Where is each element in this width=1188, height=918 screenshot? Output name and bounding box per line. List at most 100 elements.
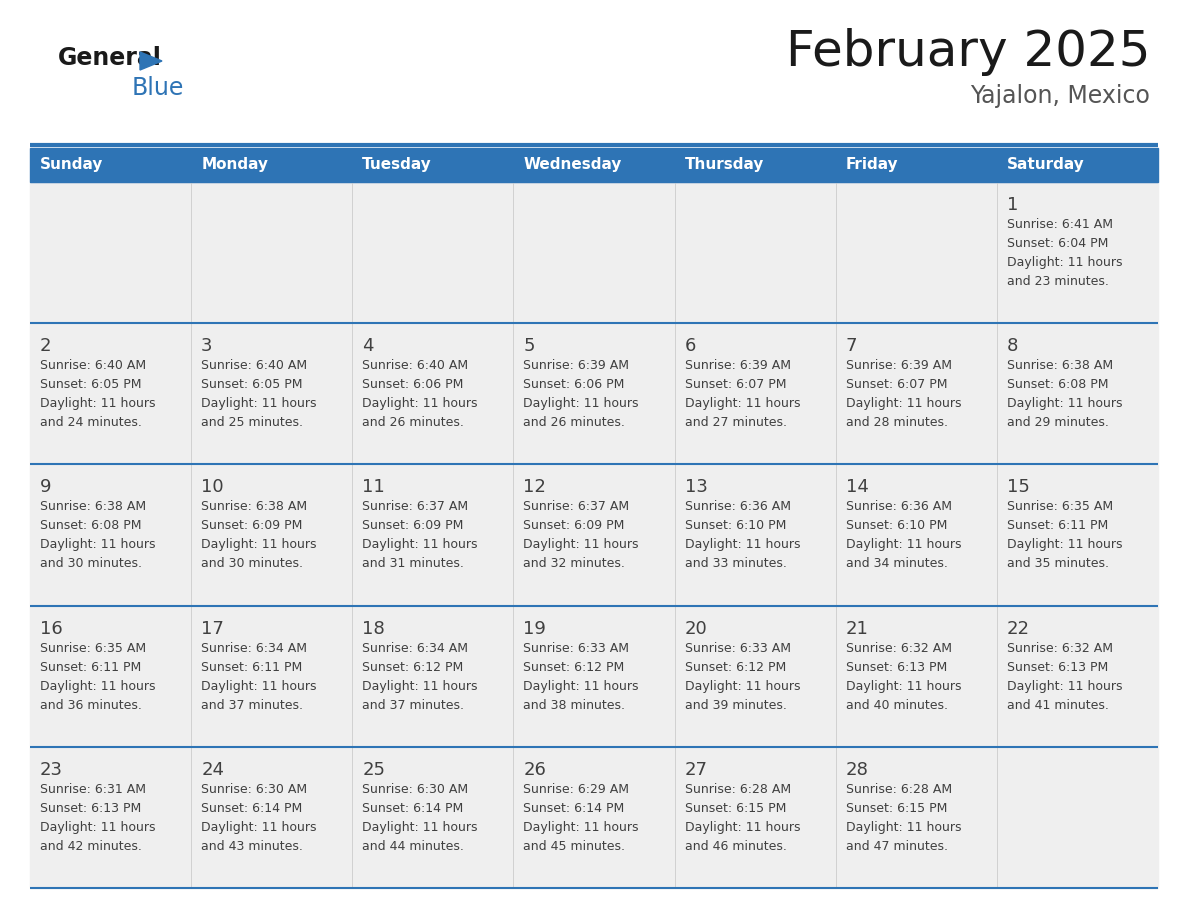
Text: 3: 3 xyxy=(201,337,213,355)
Text: Sunrise: 6:31 AM: Sunrise: 6:31 AM xyxy=(40,783,146,796)
Text: Daylight: 11 hours: Daylight: 11 hours xyxy=(201,679,317,692)
Text: Sunrise: 6:33 AM: Sunrise: 6:33 AM xyxy=(524,642,630,655)
Text: Sunset: 6:05 PM: Sunset: 6:05 PM xyxy=(40,378,141,391)
Text: 25: 25 xyxy=(362,761,385,778)
Text: Saturday: Saturday xyxy=(1007,158,1085,173)
Text: Sunset: 6:12 PM: Sunset: 6:12 PM xyxy=(684,661,785,674)
Text: and 41 minutes.: and 41 minutes. xyxy=(1007,699,1108,711)
Text: Sunrise: 6:32 AM: Sunrise: 6:32 AM xyxy=(1007,642,1113,655)
Bar xyxy=(30,606,1158,747)
Text: Sunset: 6:09 PM: Sunset: 6:09 PM xyxy=(524,520,625,532)
Text: and 47 minutes.: and 47 minutes. xyxy=(846,840,948,853)
Text: Sunrise: 6:39 AM: Sunrise: 6:39 AM xyxy=(684,359,790,372)
Text: 19: 19 xyxy=(524,620,546,638)
Text: 17: 17 xyxy=(201,620,225,638)
Text: Daylight: 11 hours: Daylight: 11 hours xyxy=(524,397,639,410)
Text: Daylight: 11 hours: Daylight: 11 hours xyxy=(524,538,639,552)
Text: Sunset: 6:14 PM: Sunset: 6:14 PM xyxy=(362,801,463,815)
Text: 2: 2 xyxy=(40,337,51,355)
Text: and 46 minutes.: and 46 minutes. xyxy=(684,840,786,853)
Text: and 23 minutes.: and 23 minutes. xyxy=(1007,275,1108,288)
Text: Sunset: 6:13 PM: Sunset: 6:13 PM xyxy=(1007,661,1108,674)
Text: General: General xyxy=(58,46,162,70)
Text: 27: 27 xyxy=(684,761,708,778)
Text: Sunrise: 6:30 AM: Sunrise: 6:30 AM xyxy=(201,783,308,796)
Text: Daylight: 11 hours: Daylight: 11 hours xyxy=(201,821,317,834)
Text: and 37 minutes.: and 37 minutes. xyxy=(362,699,465,711)
Text: Sunrise: 6:30 AM: Sunrise: 6:30 AM xyxy=(362,783,468,796)
Text: Sunrise: 6:29 AM: Sunrise: 6:29 AM xyxy=(524,783,630,796)
Text: and 31 minutes.: and 31 minutes. xyxy=(362,557,465,570)
Text: 9: 9 xyxy=(40,478,51,497)
Text: Daylight: 11 hours: Daylight: 11 hours xyxy=(846,821,961,834)
Text: 24: 24 xyxy=(201,761,225,778)
Text: Daylight: 11 hours: Daylight: 11 hours xyxy=(684,538,800,552)
Text: 28: 28 xyxy=(846,761,868,778)
Text: and 43 minutes.: and 43 minutes. xyxy=(201,840,303,853)
Text: and 30 minutes.: and 30 minutes. xyxy=(201,557,303,570)
Text: Sunday: Sunday xyxy=(40,158,103,173)
Text: Sunset: 6:15 PM: Sunset: 6:15 PM xyxy=(846,801,947,815)
Text: 18: 18 xyxy=(362,620,385,638)
Text: February 2025: February 2025 xyxy=(785,28,1150,76)
Text: 4: 4 xyxy=(362,337,374,355)
Text: Sunset: 6:11 PM: Sunset: 6:11 PM xyxy=(40,661,141,674)
Text: Daylight: 11 hours: Daylight: 11 hours xyxy=(362,821,478,834)
Text: Sunrise: 6:40 AM: Sunrise: 6:40 AM xyxy=(362,359,468,372)
Text: Daylight: 11 hours: Daylight: 11 hours xyxy=(1007,679,1123,692)
Text: and 39 minutes.: and 39 minutes. xyxy=(684,699,786,711)
Bar xyxy=(30,323,1158,465)
Text: and 36 minutes.: and 36 minutes. xyxy=(40,699,141,711)
Text: and 40 minutes.: and 40 minutes. xyxy=(846,699,948,711)
Text: 15: 15 xyxy=(1007,478,1030,497)
Text: Sunrise: 6:32 AM: Sunrise: 6:32 AM xyxy=(846,642,952,655)
Text: Daylight: 11 hours: Daylight: 11 hours xyxy=(362,397,478,410)
Text: Monday: Monday xyxy=(201,158,268,173)
Text: Thursday: Thursday xyxy=(684,158,764,173)
Text: Sunrise: 6:39 AM: Sunrise: 6:39 AM xyxy=(524,359,630,372)
Text: and 27 minutes.: and 27 minutes. xyxy=(684,416,786,430)
Text: Daylight: 11 hours: Daylight: 11 hours xyxy=(846,538,961,552)
Text: 20: 20 xyxy=(684,620,707,638)
Text: Sunset: 6:09 PM: Sunset: 6:09 PM xyxy=(201,520,303,532)
Text: 23: 23 xyxy=(40,761,63,778)
Text: 7: 7 xyxy=(846,337,858,355)
Text: Daylight: 11 hours: Daylight: 11 hours xyxy=(684,679,800,692)
Bar xyxy=(30,148,1158,182)
Text: Sunrise: 6:36 AM: Sunrise: 6:36 AM xyxy=(846,500,952,513)
Text: Sunset: 6:15 PM: Sunset: 6:15 PM xyxy=(684,801,786,815)
Text: Daylight: 11 hours: Daylight: 11 hours xyxy=(524,679,639,692)
Text: Sunset: 6:09 PM: Sunset: 6:09 PM xyxy=(362,520,463,532)
Text: Sunset: 6:04 PM: Sunset: 6:04 PM xyxy=(1007,237,1108,250)
Text: 21: 21 xyxy=(846,620,868,638)
Text: Daylight: 11 hours: Daylight: 11 hours xyxy=(40,679,156,692)
Text: Sunset: 6:08 PM: Sunset: 6:08 PM xyxy=(40,520,141,532)
Text: Sunrise: 6:28 AM: Sunrise: 6:28 AM xyxy=(846,783,952,796)
Text: Sunrise: 6:40 AM: Sunrise: 6:40 AM xyxy=(201,359,308,372)
Text: Sunset: 6:07 PM: Sunset: 6:07 PM xyxy=(684,378,786,391)
Text: and 26 minutes.: and 26 minutes. xyxy=(362,416,465,430)
Text: and 34 minutes.: and 34 minutes. xyxy=(846,557,948,570)
Text: 16: 16 xyxy=(40,620,63,638)
Text: and 38 minutes.: and 38 minutes. xyxy=(524,699,625,711)
Text: Sunset: 6:08 PM: Sunset: 6:08 PM xyxy=(1007,378,1108,391)
Text: Sunrise: 6:28 AM: Sunrise: 6:28 AM xyxy=(684,783,791,796)
Bar xyxy=(30,747,1158,888)
Text: Daylight: 11 hours: Daylight: 11 hours xyxy=(846,679,961,692)
Text: and 35 minutes.: and 35 minutes. xyxy=(1007,557,1108,570)
Text: Daylight: 11 hours: Daylight: 11 hours xyxy=(1007,538,1123,552)
Text: 12: 12 xyxy=(524,478,546,497)
Text: and 45 minutes.: and 45 minutes. xyxy=(524,840,625,853)
Text: Sunset: 6:11 PM: Sunset: 6:11 PM xyxy=(201,661,303,674)
Text: Daylight: 11 hours: Daylight: 11 hours xyxy=(684,397,800,410)
Text: Friday: Friday xyxy=(846,158,898,173)
Text: Daylight: 11 hours: Daylight: 11 hours xyxy=(1007,256,1123,269)
Text: Sunset: 6:11 PM: Sunset: 6:11 PM xyxy=(1007,520,1108,532)
Text: and 28 minutes.: and 28 minutes. xyxy=(846,416,948,430)
Text: Sunset: 6:14 PM: Sunset: 6:14 PM xyxy=(201,801,303,815)
Text: Sunrise: 6:36 AM: Sunrise: 6:36 AM xyxy=(684,500,790,513)
Text: Sunset: 6:12 PM: Sunset: 6:12 PM xyxy=(524,661,625,674)
Text: Sunset: 6:10 PM: Sunset: 6:10 PM xyxy=(846,520,947,532)
Text: Daylight: 11 hours: Daylight: 11 hours xyxy=(846,397,961,410)
Text: Sunset: 6:07 PM: Sunset: 6:07 PM xyxy=(846,378,947,391)
